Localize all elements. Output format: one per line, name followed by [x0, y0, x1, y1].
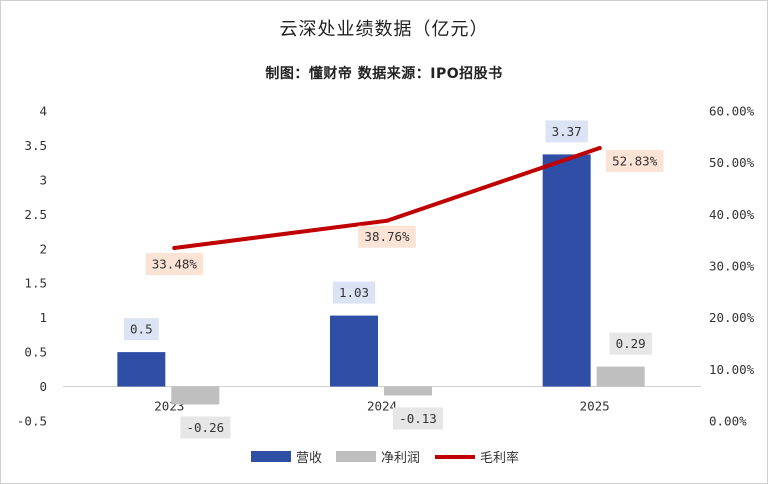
x-tick-label: 2024 [367, 399, 397, 414]
net-profit-data-label: -0.13 [399, 411, 437, 426]
y-right-tick: 30.00% [709, 259, 755, 274]
revenue-data-label: 0.5 [130, 322, 153, 337]
revenue-data-label: 1.03 [339, 285, 369, 300]
gross-margin-point [385, 218, 389, 223]
y-left-tick: 1.5 [24, 276, 47, 291]
x-tick-label: 2025 [580, 399, 610, 414]
chart-subtitle: 制图：懂财帝 数据来源：IPO招股书 [265, 66, 503, 82]
y-right-tick: 0.00% [709, 414, 747, 429]
gross-margin-data-label: 38.76% [364, 229, 410, 244]
revenue-data-label: 3.37 [552, 124, 582, 139]
gross-margin-data-label-bg [145, 253, 204, 276]
revenue-data-label-bg [123, 318, 159, 341]
y-right-tick: 50.00% [709, 155, 755, 170]
legend-swatch [251, 451, 291, 462]
y-left-tick: 2.5 [24, 207, 47, 222]
gross-margin-data-label-bg [605, 150, 664, 173]
y-right-tick: 60.00% [709, 104, 755, 119]
net-profit-data-label: 0.29 [616, 336, 646, 351]
y-right-tick: 40.00% [709, 207, 755, 222]
net-profit-data-label-bg [393, 407, 443, 430]
revenue-bar [117, 352, 166, 387]
y-left-tick: 3 [39, 172, 47, 187]
net-profit-bar [596, 366, 645, 387]
chart-title: 云深处业绩数据（亿元） [279, 19, 489, 40]
legend-label: 毛利率 [480, 450, 519, 466]
gross-margin-data-label: 33.48% [152, 257, 198, 272]
net-profit-data-label-bg [180, 416, 231, 439]
net-profit-data-label-bg [609, 332, 652, 355]
net-profit-bar [384, 386, 432, 396]
revenue-data-label-bg [545, 120, 588, 143]
gross-margin-data-label: 52.83% [612, 154, 658, 169]
y-right-tick: 10.00% [709, 362, 755, 377]
net-profit-data-label: -0.26 [187, 420, 225, 435]
legend-label: 营收 [296, 451, 322, 466]
net-profit-bar [171, 386, 220, 405]
y-left-tick: 2 [39, 241, 47, 256]
y-left-tick: 0 [39, 379, 47, 394]
revenue-data-label-bg [332, 281, 376, 304]
y-left-tick: -0.5 [17, 414, 47, 429]
revenue-bar [542, 154, 591, 387]
y-right-tick: 20.00% [709, 310, 755, 325]
legend-label: 净利润 [381, 451, 420, 466]
y-left-tick: 4 [39, 104, 47, 119]
revenue-bar [330, 315, 378, 387]
gross-margin-point [597, 146, 602, 151]
y-left-tick: 1 [39, 310, 47, 325]
gross-margin-data-label-bg [358, 225, 416, 248]
legend-swatch [336, 451, 376, 462]
y-left-tick: 3.5 [24, 138, 47, 153]
gross-margin-point [172, 246, 177, 251]
y-left-tick: 0.5 [24, 345, 47, 360]
